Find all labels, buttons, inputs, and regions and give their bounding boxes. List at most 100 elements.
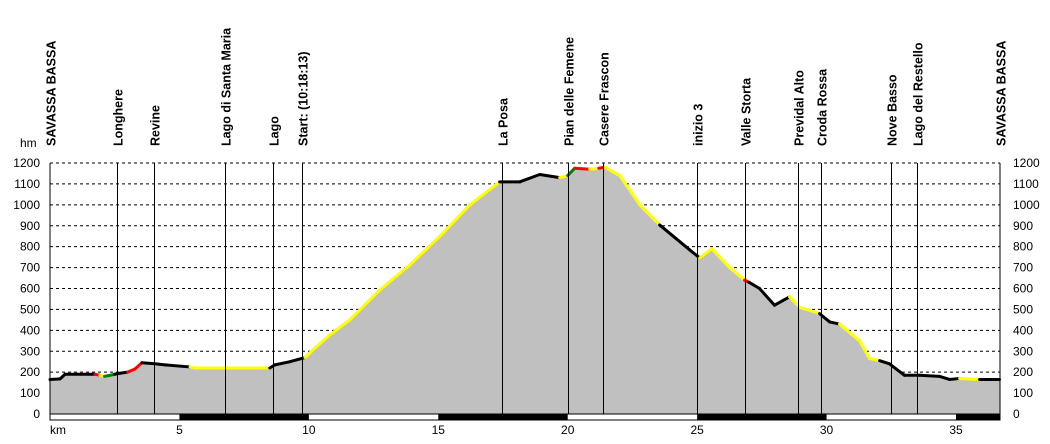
y-tick-label-left: 0 [33, 407, 40, 421]
profile-segment [328, 318, 352, 337]
y-tick-label-left: 300 [20, 344, 40, 358]
km-bar-segment [179, 414, 309, 420]
profile-segment [658, 223, 692, 252]
x-tick-label: 10 [302, 423, 316, 437]
profile-segment [727, 266, 747, 282]
y-tick-label-right: 300 [1013, 344, 1033, 358]
profile-segment [313, 333, 332, 350]
profile-segment [937, 374, 952, 381]
waypoint-label: Pian delle Femene [563, 37, 577, 146]
profile-segment [303, 346, 317, 360]
y-tick-label-left: 700 [20, 261, 40, 275]
x-tick-label: 25 [690, 423, 704, 437]
x-tick-label: 15 [432, 423, 446, 437]
km-bar-segment [697, 414, 827, 420]
profile-segment [798, 305, 822, 316]
profile-segment [163, 363, 192, 369]
y-axis-label: hm [20, 136, 37, 150]
profile-segment [878, 359, 891, 366]
profile-segment [773, 295, 792, 307]
waypoint-label: Casere Frascon [598, 52, 612, 146]
profile-segment [948, 376, 962, 381]
profile-fill [50, 167, 1000, 414]
y-tick-label-right: 200 [1013, 365, 1033, 379]
waypoint-label: Longhere [112, 89, 126, 146]
waypoint-label: Valle Storta [740, 77, 754, 146]
profile-segment [518, 173, 542, 184]
y-tick-label-right: 1100 [1013, 177, 1039, 191]
profile-segment [588, 166, 601, 171]
waypoint-label: Start: (10:18:13) [297, 52, 311, 146]
waypoint-label: SAVASSA BASSA [45, 41, 59, 146]
y-tick-label-right: 400 [1013, 323, 1033, 337]
waypoint-label: Lago [268, 116, 282, 146]
y-tick-label-right: 100 [1013, 386, 1033, 400]
profile-segment [438, 203, 472, 238]
y-tick-label-right: 900 [1013, 219, 1033, 233]
profile-area [48, 165, 1001, 414]
waypoint-label: Previdal Alto [793, 70, 807, 146]
waypoint-label: La Posa [497, 97, 511, 146]
profile-segment [573, 166, 592, 171]
profile-segment [688, 248, 702, 260]
profile-segment [153, 362, 167, 367]
waypoint-label: inizio 3 [692, 104, 706, 146]
profile-segment [638, 203, 662, 227]
x-tick-label: 30 [820, 423, 834, 437]
waypoint-label: Nove Basso [886, 74, 900, 146]
profile-segment [408, 234, 442, 267]
profile-segment [828, 320, 842, 326]
waypoint-label: Revine [149, 105, 163, 146]
y-tick-label-right: 0 [1013, 407, 1020, 421]
waypoint-label: SAVASSA BASSA [995, 41, 1009, 146]
y-tick-label-right: 500 [1013, 302, 1033, 316]
y-tick-label-left: 1100 [14, 177, 40, 191]
y-tick-label-right: 1200 [1013, 156, 1040, 170]
y-tick-label-left: 600 [20, 282, 40, 296]
profile-segment [868, 357, 882, 363]
profile-segment [48, 377, 62, 381]
profile-segment [698, 247, 714, 260]
profile-segment [348, 288, 382, 322]
profile-segment [917, 373, 941, 378]
profile-segment [758, 287, 777, 307]
x-tick-label: 35 [949, 423, 963, 437]
profile-segment [710, 247, 731, 270]
profile-segment [378, 263, 412, 292]
profile-segment [838, 322, 861, 343]
profile-segment [958, 376, 982, 381]
x-axis-label: km [50, 423, 66, 437]
profile-segment [857, 339, 872, 361]
y-tick-label-right: 600 [1013, 282, 1033, 296]
profile-segment [140, 361, 157, 366]
profile-segment [788, 295, 802, 309]
y-tick-label-left: 100 [20, 386, 40, 400]
y-tick-label-right: 800 [1013, 240, 1033, 254]
waypoint-label: Lago di Santa Maria [220, 27, 234, 146]
profile-segment [603, 165, 622, 178]
y-tick-label-left: 800 [20, 240, 40, 254]
profile-segment [273, 360, 292, 367]
profile-segment [133, 361, 144, 371]
y-tick-label-left: 900 [20, 219, 40, 233]
waypoint-label: Croda Rossa [816, 68, 830, 146]
x-tick-label: 5 [176, 423, 183, 437]
profile-segment [747, 280, 762, 290]
waypoint-label: Lago del Restello [912, 42, 926, 146]
y-tick-label-right: 700 [1013, 261, 1033, 275]
y-tick-label-right: 1000 [1013, 198, 1040, 212]
y-tick-label-left: 1000 [13, 198, 40, 212]
profile-segment [468, 180, 502, 207]
profile-segment [618, 174, 642, 207]
x-tick-label: 20 [561, 423, 575, 437]
y-tick-label-left: 400 [20, 323, 40, 337]
km-bar-segment [438, 414, 568, 420]
y-tick-label-left: 500 [20, 302, 40, 316]
axes: 0 0 100 100 200 200 300 300 400 400 500 500 600 600 70… [13, 156, 1040, 437]
waypoints: SAVASSA BASSA Longhere Revine Lago di Santa… [45, 27, 1009, 414]
profile-segment [538, 173, 562, 180]
y-tick-label-left: 200 [20, 365, 40, 379]
y-tick-label-left: 1200 [13, 156, 40, 170]
km-bar-segment [955, 414, 1000, 420]
